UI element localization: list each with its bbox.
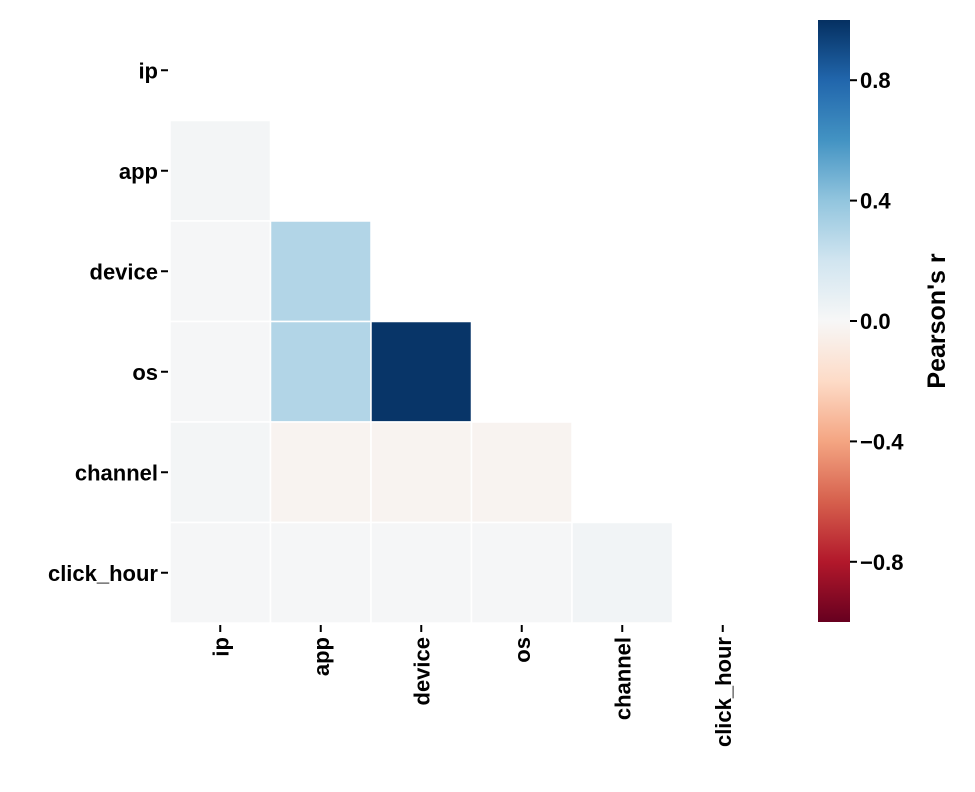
y-tick-label-app: app bbox=[119, 159, 158, 184]
colorbar-gradient bbox=[818, 20, 850, 622]
x-tick-label-click_hour: click_hour bbox=[711, 637, 736, 747]
heatmap-cell-channel-app bbox=[269, 421, 372, 524]
heatmap-cell-device-app bbox=[269, 220, 372, 323]
heatmap-cell-channel-os bbox=[470, 421, 573, 524]
y-tick-label-os: os bbox=[132, 360, 158, 385]
colorbar: 0.8 0.4 0.0 −0.4 −0.8 Pearson's r bbox=[818, 20, 951, 622]
colorbar-tick-label: 0.8 bbox=[860, 68, 891, 93]
colorbar-label: Pearson's r bbox=[923, 253, 951, 388]
colorbar-tick-label: 0.0 bbox=[860, 309, 891, 334]
y-tick-label-channel: channel bbox=[75, 460, 158, 485]
y-tick-label-click_hour: click_hour bbox=[48, 561, 158, 586]
y-axis: ip app device os channel click_hour bbox=[48, 58, 168, 586]
heatmap-cell-os-ip bbox=[169, 320, 272, 423]
y-tick-label-ip: ip bbox=[138, 58, 158, 83]
colorbar-tick-label: −0.4 bbox=[860, 429, 904, 454]
heatmap-cell-click_hour-ip bbox=[169, 521, 272, 624]
heatmap-cell-channel-ip bbox=[169, 421, 272, 524]
heatmap-cell-os-app bbox=[269, 320, 372, 423]
colorbar-tick-label: −0.8 bbox=[860, 550, 903, 575]
x-axis: ip app device os channel click_hour bbox=[208, 625, 736, 747]
heatmap-cell-click_hour-device bbox=[370, 521, 473, 624]
heatmap-cell-click_hour-os bbox=[470, 521, 573, 624]
x-tick-label-os: os bbox=[510, 637, 535, 663]
x-tick-label-channel: channel bbox=[610, 637, 635, 720]
heatmap-cell-channel-device bbox=[370, 421, 473, 524]
heatmap-cell-device-ip bbox=[169, 220, 272, 323]
heatmap-cells bbox=[169, 119, 674, 624]
x-tick-label-device: device bbox=[409, 637, 434, 706]
y-tick-label-device: device bbox=[90, 259, 159, 284]
heatmap-cell-click_hour-channel bbox=[571, 521, 674, 624]
heatmap-cell-click_hour-app bbox=[269, 521, 372, 624]
heatmap-cell-app-ip bbox=[169, 119, 272, 222]
heatmap-cell-os-device bbox=[370, 320, 473, 423]
x-tick-label-app: app bbox=[309, 637, 334, 676]
x-tick-label-ip: ip bbox=[208, 637, 233, 657]
colorbar-ticks: 0.8 0.4 0.0 −0.4 −0.8 bbox=[850, 68, 904, 575]
colorbar-tick-label: 0.4 bbox=[860, 189, 891, 214]
